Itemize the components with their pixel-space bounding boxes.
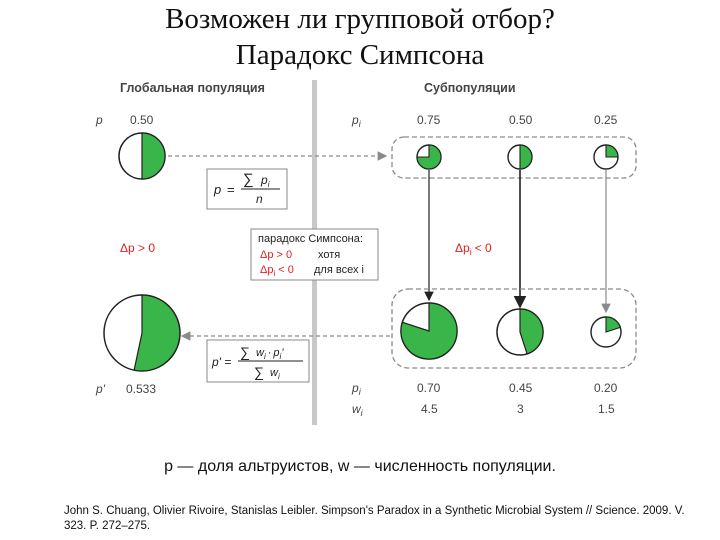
global-pie-initial bbox=[118, 132, 166, 180]
subpop-pie-1-final bbox=[400, 302, 458, 360]
wi-label: wi bbox=[352, 402, 364, 418]
svg-text:для всех i: для всех i bbox=[314, 264, 364, 276]
pi-value-2: 0.50 bbox=[509, 113, 533, 127]
subpop-initial-box bbox=[391, 136, 637, 179]
svg-text:Δpi< 0: Δpi < 0 bbox=[260, 264, 294, 278]
svg-text:n: n bbox=[256, 192, 263, 206]
wi-value-2: 3 bbox=[517, 402, 524, 416]
svg-text:pi: pi bbox=[260, 173, 270, 189]
svg-text:Δp > 0: Δp > 0 bbox=[260, 249, 292, 261]
delta-pi-negative: Δpi < 0 bbox=[455, 241, 492, 257]
p-prime-label: p' bbox=[95, 382, 106, 396]
subpop-pie-2-initial bbox=[507, 144, 533, 170]
p-label: p bbox=[95, 113, 103, 127]
pi-prime-value-1: 0.70 bbox=[417, 381, 441, 395]
svg-text:wi: wi bbox=[270, 367, 280, 381]
subpop-final-box bbox=[391, 288, 637, 369]
pi-value-3: 0.25 bbox=[594, 113, 618, 127]
pi-prime-value-2: 0.45 bbox=[509, 381, 533, 395]
p-value: 0.50 bbox=[130, 113, 154, 127]
svg-text:∑: ∑ bbox=[240, 344, 250, 360]
svg-text:p' =: p' = bbox=[211, 355, 231, 369]
figure-caption: p — доля альтруистов, w — численность по… bbox=[164, 458, 556, 475]
delta-p-positive: Δp > 0 bbox=[120, 241, 155, 255]
pi-prime-value-3: 0.20 bbox=[594, 381, 618, 395]
subpop-pie-1-initial bbox=[416, 144, 442, 170]
citation: John S. Chuang, Olivier Rivoire, Stanisl… bbox=[64, 505, 685, 532]
global-population-header: Глобальная популяция bbox=[120, 81, 265, 95]
formula-weighted-p: p' = ∑ wi · pi' ∑ wi bbox=[206, 339, 310, 383]
subpopulations-header: Субпопуляции bbox=[424, 81, 516, 95]
svg-text:=: = bbox=[227, 182, 235, 197]
formula-mean-p: p = ∑ pi n bbox=[206, 168, 288, 210]
svg-text:парадокс Симпсона:: парадокс Симпсона: bbox=[258, 233, 363, 245]
subpop-pie-3-final bbox=[590, 316, 622, 348]
wi-value-1: 4.5 bbox=[421, 402, 438, 416]
slide-title-line2: Парадокс Симпсона bbox=[235, 39, 485, 71]
subpop-pie-2-final bbox=[496, 308, 544, 356]
pi-value-1: 0.75 bbox=[417, 113, 441, 127]
pi-prime-label: pi bbox=[351, 381, 362, 397]
svg-text:хотя: хотя bbox=[318, 249, 340, 261]
simpson-paradox-box: парадокс Симпсона: Δp > 0 хотя Δpi < 0 дл… bbox=[250, 228, 379, 281]
svg-text:∑: ∑ bbox=[254, 364, 264, 380]
svg-text:wi·pi': wi · pi' bbox=[256, 347, 284, 361]
svg-text:p: p bbox=[213, 182, 221, 197]
pi-label: pi bbox=[351, 113, 362, 129]
wi-value-3: 1.5 bbox=[598, 402, 615, 416]
svg-text:∑: ∑ bbox=[243, 171, 254, 188]
p-prime-value: 0.533 bbox=[126, 382, 156, 396]
subpop-pie-3-initial bbox=[593, 144, 619, 170]
global-pie-final bbox=[103, 294, 181, 372]
slide-title-line1: Возможен ли групповой отбор? bbox=[165, 3, 555, 35]
